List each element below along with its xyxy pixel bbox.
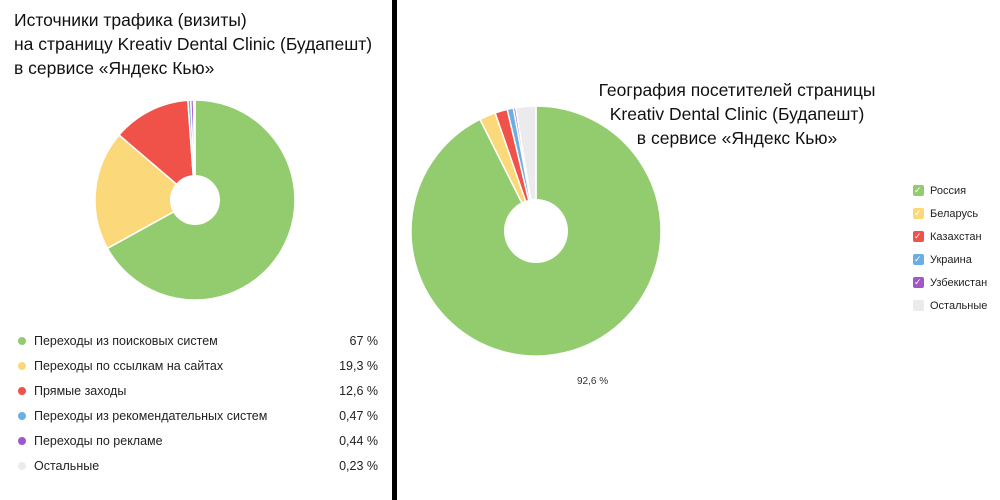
panel-divider [392, 0, 397, 500]
legend-value: 67 % [349, 334, 379, 348]
legend-value: 12,6 % [339, 384, 378, 398]
checkbox-icon[interactable]: ✓ [913, 277, 924, 288]
legend-label: Россия [930, 185, 967, 197]
checkbox-icon[interactable]: ✓ [913, 185, 924, 196]
legend-dot [18, 412, 26, 420]
traffic-sources-title: Источники трафика (визиты) на страницу K… [14, 8, 372, 80]
visitor-geography-panel: География посетителей страницы Kreativ D… [397, 0, 1000, 500]
visitor-geography-title: География посетителей страницы Kreativ D… [537, 78, 937, 150]
legend-row: Переходы из поисковых систем 67 % [18, 332, 378, 350]
legend-label: Переходы по ссылкам на сайтах [34, 359, 224, 373]
legend-dot [18, 337, 26, 345]
visitor-geography-donut-chart [410, 105, 662, 357]
legend-row: Переходы по ссылкам на сайтах 19,3 % [18, 357, 378, 375]
title-line: География посетителей страницы [598, 80, 876, 100]
legend-label: Прямые заходы [34, 384, 127, 398]
donut-hole [170, 175, 220, 225]
traffic-sources-donut-chart [94, 99, 296, 301]
donut-slice-5 [192, 99, 196, 201]
legend-value: 19,3 % [339, 359, 378, 373]
donut-slice-1 [94, 133, 197, 250]
title-line: на страницу Kreativ Dental Clinic (Будап… [14, 34, 373, 54]
legend-row: Прямые заходы 12,6 % [18, 382, 378, 400]
legend-label: Переходы по рекламе [34, 434, 163, 448]
legend-row: Остальные 0,23 % [18, 457, 378, 475]
legend-label: Переходы из рекомендательных систем [34, 409, 268, 423]
title-line: в сервисе «Яндекс Кью» [636, 128, 838, 148]
legend-label: Остальные [34, 459, 100, 473]
legend-value: 0,44 % [339, 434, 378, 448]
legend-label: Узбекистан [930, 277, 988, 289]
legend-row: Переходы по рекламе 0,44 % [18, 432, 378, 450]
title-line: в сервисе «Яндекс Кью» [14, 58, 215, 78]
traffic-sources-panel: Источники трафика (визиты) на страницу K… [0, 0, 392, 500]
legend-label: Казахстан [930, 231, 982, 243]
legend-value: 0,23 % [339, 459, 378, 473]
legend-value: 0,47 % [339, 409, 378, 423]
legend-row: Переходы из рекомендательных систем 0,47… [18, 407, 378, 425]
russia-share-label: 92,6 % [577, 376, 609, 387]
checkbox-icon[interactable] [913, 300, 924, 311]
checkbox-icon[interactable]: ✓ [913, 231, 924, 242]
title-line: Источники трафика (визиты) [14, 10, 247, 30]
legend-label: Остальные [930, 300, 988, 312]
title-line: Kreativ Dental Clinic (Будапешт) [609, 104, 865, 124]
legend-label: Украина [930, 254, 972, 266]
legend-label: Переходы из поисковых систем [34, 334, 218, 348]
donut-slice-2 [117, 99, 196, 202]
legend-dot [18, 387, 26, 395]
legend-dot [18, 437, 26, 445]
donut-hole [504, 199, 568, 263]
legend-dot [18, 362, 26, 370]
checkbox-icon[interactable]: ✓ [913, 208, 924, 219]
checkbox-icon[interactable]: ✓ [913, 254, 924, 265]
legend-dot [18, 462, 26, 470]
legend-label: Беларусь [930, 208, 979, 220]
